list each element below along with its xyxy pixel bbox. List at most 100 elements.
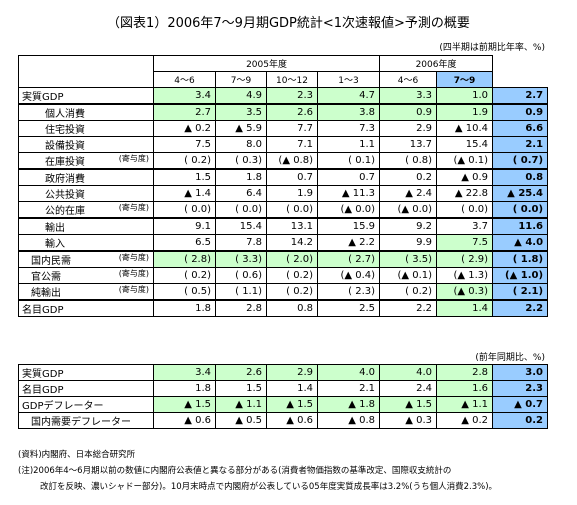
cell: 4.7 — [316, 87, 381, 105]
row-label: 名目GDP — [18, 380, 154, 397]
sublabel: (寄与度) — [118, 154, 149, 163]
table-row: 実質GDP 3.4 2.6 2.9 4.0 4.0 2.8 3.0 — [18, 364, 548, 381]
cell: ( 0.5) — [153, 283, 216, 301]
cell: ▲ 1.1 — [436, 396, 493, 413]
cell: 3.8 — [316, 103, 381, 121]
cell: ▲ 0.9 — [436, 168, 494, 186]
quarter: 7～9 — [436, 71, 494, 88]
cell: ( 3.3) — [215, 250, 267, 268]
cell: ▲ 25.4 — [492, 185, 549, 202]
label-text: 実質GDP — [22, 369, 64, 380]
cell: ( 3.5) — [379, 250, 438, 268]
row-label: 名目GDP — [18, 299, 154, 317]
quarter: 4～6 — [379, 71, 438, 88]
cell: 15.9 — [316, 217, 381, 235]
cell: 15.4 — [436, 136, 494, 153]
cell: 2.7 — [153, 103, 216, 121]
cell: 2.9 — [379, 120, 438, 137]
label-text: 実質GDP — [22, 92, 64, 103]
cell: ▲ 22.8 — [436, 185, 494, 202]
cell: 0.8 — [492, 168, 549, 186]
cell: 15.4 — [215, 217, 267, 235]
table-row: 公共投資 ▲ 1.4 6.4 1.9 ▲ 11.3 ▲ 2.4 ▲ 22.8 ▲ 25.4 — [18, 185, 549, 202]
cell: ▲ 0.6 — [153, 412, 216, 429]
label-text: 在庫投資 — [45, 157, 85, 168]
cell: (▲ 0.0) — [316, 201, 381, 219]
cell: 1.8 — [153, 380, 216, 397]
cell: ( 0.0) — [153, 201, 216, 219]
cell: (▲ 0.4) — [316, 267, 381, 284]
quarter: 10～12 — [266, 71, 318, 88]
cell: 4.0 — [379, 364, 437, 381]
cell: 2.4 — [379, 380, 437, 397]
label-text: 住宅投資 — [45, 125, 85, 136]
cell: 1.4 — [436, 299, 494, 317]
cell: 0.7 — [316, 168, 381, 186]
cell: 2.9 — [266, 364, 318, 381]
cell: 1.6 — [436, 380, 493, 397]
row-label: 輸出 — [18, 217, 154, 235]
cell: ( 1.1) — [215, 283, 267, 301]
row-label: 官公需 (寄与度) — [18, 267, 154, 284]
cell: 1.1 — [316, 136, 381, 153]
cell: 3.4 — [153, 364, 216, 381]
cell: 13.7 — [379, 136, 438, 153]
label-text: 個人消費 — [45, 109, 85, 120]
cell: 0.7 — [266, 168, 318, 186]
cell: ( 2.7) — [316, 250, 381, 268]
cell: 7.7 — [266, 120, 318, 137]
cell: 11.6 — [492, 217, 549, 235]
cell: 1.5 — [215, 380, 267, 397]
table-row: 個人消費 2.7 3.5 2.6 3.8 0.9 1.9 0.9 — [18, 103, 549, 121]
cell: ( 0.8) — [379, 152, 438, 170]
cell: ( 0.1) — [316, 152, 381, 170]
cell: ( 2.8) — [153, 250, 216, 268]
table-row: 公的在庫 (寄与度)( 0.0)( 0.0)( 0.0) (▲ 0.0) (▲ 0.0… — [18, 201, 549, 219]
row-label: 国内民需 (寄与度) — [18, 250, 154, 268]
row-label: 政府消費 — [18, 168, 154, 186]
row-label: 在庫投資 (寄与度) — [18, 152, 154, 170]
label-text: 輸入 — [45, 239, 65, 250]
cell: 8.0 — [215, 136, 267, 153]
cell: ▲ 1.5 — [266, 396, 318, 413]
cell: (▲ 0.1) — [379, 267, 438, 284]
label-text: 設備投資 — [45, 141, 85, 152]
cell: 9.9 — [379, 234, 438, 252]
table-row: 政府消費 1.5 1.8 0.7 0.7 0.2 ▲ 0.9 0.8 — [18, 168, 549, 186]
table-row: 名目GDP 1.8 2.8 0.8 2.5 2.2 1.4 2.2 — [18, 299, 549, 317]
row-label: 純輸出 (寄与度) — [18, 283, 154, 301]
cell: 0.8 — [266, 299, 318, 317]
cell: ▲ 0.5 — [215, 412, 267, 429]
cell: 3.5 — [215, 103, 267, 121]
cell: ( 0.2) — [266, 283, 318, 301]
cell: ▲ 4.0 — [492, 234, 549, 252]
sublabel: (寄与度) — [118, 285, 149, 294]
cell: ▲ 1.5 — [153, 396, 216, 413]
cell: ( 2.3) — [316, 283, 381, 301]
table-row: 純輸出 (寄与度)( 0.5)( 1.1)( 0.2)( 2.3)( 0.2) (▲… — [18, 283, 549, 301]
quarter: 1～3 — [316, 71, 381, 88]
cell: ( 1.8) — [492, 250, 549, 268]
cell: ( 0.2) — [266, 267, 318, 284]
sublabel: (寄与度) — [118, 203, 149, 212]
cell: 0.9 — [492, 103, 549, 121]
row-label: 実質GDP — [18, 87, 154, 105]
table-row: 国内民需 (寄与度)( 2.8)( 3.3)( 2.0)( 2.7)( 3.5)(… — [18, 250, 549, 268]
cell: 6.5 — [153, 234, 216, 252]
label-text: 輸出 — [45, 223, 65, 234]
cell: 4.9 — [215, 87, 267, 105]
cell: (▲ 0.0) — [379, 201, 438, 219]
label-text: GDPデフレーター — [22, 401, 104, 412]
title: （図表1）2006年7～9月期GDP統計<1次速報値>予測の概要 — [107, 16, 470, 31]
cell: ▲ 1.5 — [379, 396, 437, 413]
cell: 2.6 — [266, 103, 318, 121]
cell: (▲ 1.3) — [436, 267, 494, 284]
row-label: 住宅投資 — [18, 120, 154, 137]
fiscal-year: 2006年度 — [379, 55, 494, 72]
cell: 4.0 — [317, 364, 380, 381]
label-text: 国内民需 — [31, 256, 71, 267]
cell: 3.4 — [153, 87, 216, 105]
cell: ( 2.9) — [436, 250, 494, 268]
cell: (▲ 0.3) — [436, 283, 494, 301]
cell: ( 0.2) — [379, 283, 438, 301]
